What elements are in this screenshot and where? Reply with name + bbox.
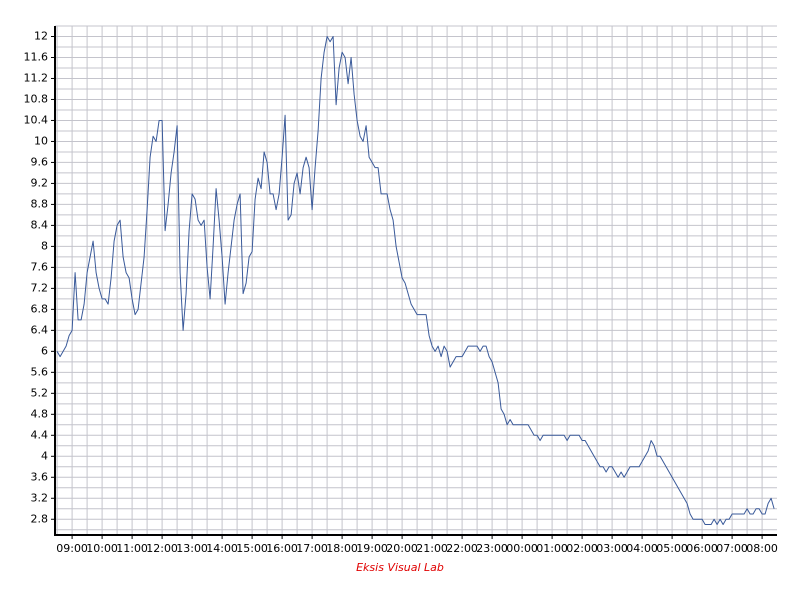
x-tick-label: 02:00 [566,542,598,555]
y-tick-label: 11.6 [24,50,49,63]
axes: 2.8 3.2 3.6 4 4.4 4.8 5.2 5.6 6 6.4 6.8 7.2 7.6 8 8.4 8… [24,26,778,555]
y-tick-label: 10.8 [24,92,49,105]
plot [56,35,775,526]
y-tick-label: 7.2 [31,281,49,294]
x-tick-label: 20:00 [386,542,418,555]
y-tick-label: 7.6 [31,260,49,273]
y-tick-label: 10 [34,134,48,147]
y-tick-label: 4.8 [31,407,49,420]
y-tick-label: 3.6 [31,470,49,483]
y-tick-label: 5.2 [31,386,49,399]
x-tick-label: 21:00 [416,542,448,555]
y-tick-label: 2.8 [31,512,49,525]
x-tick-label: 05:00 [656,542,688,555]
x-tick-label: 11:00 [116,542,148,555]
x-tick-label: 13:00 [176,542,208,555]
x-tick-label: 10:00 [86,542,118,555]
x-tick-label: 04:00 [626,542,658,555]
line [56,35,775,526]
x-tick-label: 19:00 [356,542,388,555]
y-tick-label: 4.4 [31,428,49,441]
y-tick-label: 6 [41,344,48,357]
x-tick-label: 23:00 [476,542,508,555]
x-tick-label: 18:00 [326,542,358,555]
x-tick-label: 06:00 [686,542,718,555]
y-tick-label: 8 [41,239,48,252]
y-tick-label: 8.4 [31,218,49,231]
x-tick-label: 03:00 [596,542,628,555]
x-tick-label: 08:00 [746,542,778,555]
y-tick-label: 12 [34,29,48,42]
x-tick-label: 07:00 [716,542,748,555]
y-tick-label: 9.6 [31,155,49,168]
x-tick-label: 09:00 [56,542,88,555]
x-tick-label: 16:00 [266,542,298,555]
y-tick-label: 11.2 [24,71,49,84]
y-tick-label: 10.4 [24,113,49,126]
x-tick-label: 01:00 [536,542,568,555]
grid [55,25,777,535]
y-tick-label: 6.8 [31,302,49,315]
y-tick-label: 3.2 [31,491,49,504]
y-tick-label: 9.2 [31,176,49,189]
x-tick-label: 12:00 [146,542,178,555]
credit: Eksis Visual Lab [356,561,444,574]
x-tick-label: 15:00 [236,542,268,555]
x-tick-label: 17:00 [296,542,328,555]
x-tick-label: 22:00 [446,542,478,555]
y-tick-label: 5.6 [31,365,49,378]
y-tick-label: 8.8 [31,197,49,210]
x-tick-label: 00:00 [506,542,538,555]
y-tick-label: 4 [41,449,48,462]
y-tick-label: 6.4 [31,323,49,336]
x-tick-label: 14:00 [206,542,238,555]
